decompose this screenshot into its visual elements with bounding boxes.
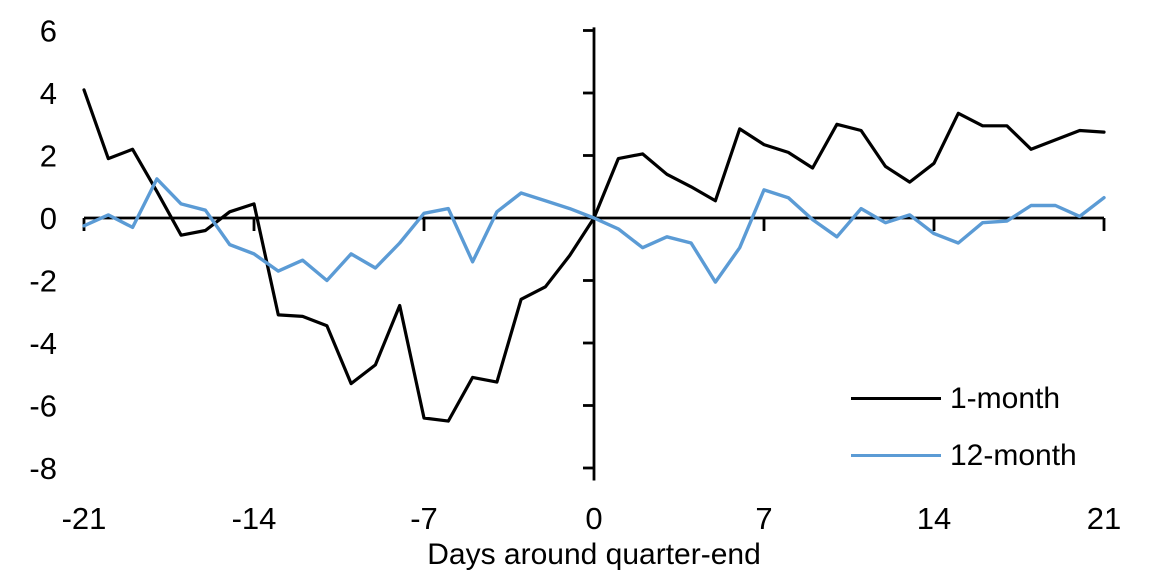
y-tick-label: -8: [29, 451, 57, 486]
x-tick-label: 0: [585, 501, 602, 536]
1-month-line-swatch: [851, 397, 941, 400]
series-lines: [82, 88, 1106, 423]
legend-item-1-month: 1-month: [851, 378, 1077, 419]
legend-label-1-month: 1-month: [950, 381, 1061, 415]
y-tick-label: 4: [40, 76, 57, 111]
y-tick-label: 0: [40, 201, 57, 236]
x-tick-label: 7: [755, 501, 772, 536]
y-tick-label: -2: [29, 264, 57, 299]
tick-labels: -21 -14 -7 0 7 14 21 6 4 2 0 -2 -4 -6 -8: [29, 14, 1121, 537]
y-tick-label: 6: [40, 14, 57, 49]
series-line-12-month: [82, 177, 1106, 284]
x-tick-label: -7: [410, 501, 438, 536]
x-tick-label: 14: [917, 501, 951, 536]
x-tick-label: 21: [1087, 501, 1121, 536]
x-tick-label: -21: [62, 501, 107, 536]
x-tick-label: -14: [232, 501, 277, 536]
legend-label-12-month: 12-month: [950, 438, 1077, 472]
y-tick-label: -4: [29, 326, 57, 361]
x-axis-title: Days around quarter-end: [427, 538, 761, 571]
y-tick-label: -6: [29, 389, 57, 424]
legend-item-12-month: 12-month: [851, 435, 1077, 476]
legend: 1-month 12-month: [851, 378, 1077, 476]
y-tick-label: 2: [40, 139, 57, 174]
12-month-line-swatch: [851, 454, 941, 457]
